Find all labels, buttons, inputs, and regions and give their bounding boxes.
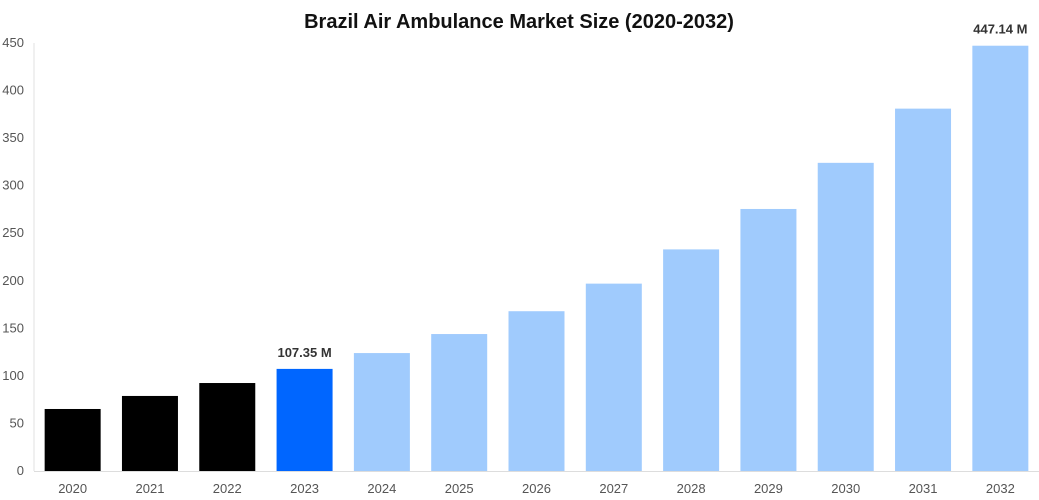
x-tick-label: 2028 (677, 481, 706, 496)
x-tick-label: 2022 (213, 481, 242, 496)
data-label: 447.14 M (973, 22, 1027, 37)
bar-2024 (353, 353, 410, 471)
x-tick-label: 2024 (367, 481, 396, 496)
x-tick-label: 2020 (58, 481, 87, 496)
x-tick-label: 2029 (754, 481, 783, 496)
y-tick-label: 200 (2, 273, 24, 288)
x-tick-label: 2031 (909, 481, 938, 496)
bar-2023 (276, 368, 333, 471)
x-tick-label: 2027 (599, 481, 628, 496)
bar-2029 (740, 208, 797, 472)
bar-2032 (972, 45, 1029, 471)
x-tick-label: 2030 (831, 481, 860, 496)
x-tick-label: 2025 (445, 481, 474, 496)
bar-2031 (895, 108, 952, 472)
bar-2021 (121, 395, 178, 471)
data-label: 107.35 M (277, 345, 331, 360)
y-tick-label: 100 (2, 368, 24, 383)
y-tick-label: 150 (2, 320, 24, 335)
y-tick-label: 250 (2, 225, 24, 240)
bar-2025 (431, 334, 488, 471)
bar-2030 (817, 162, 874, 471)
y-tick-label: 50 (10, 415, 24, 430)
y-tick-label: 350 (2, 130, 24, 145)
bar-2027 (585, 283, 642, 471)
y-tick-label: 450 (2, 35, 24, 50)
chart-title: Brazil Air Ambulance Market Size (2020-2… (304, 11, 734, 33)
bar-2020 (44, 408, 101, 471)
x-tick-label: 2023 (290, 481, 319, 496)
x-tick-label: 2026 (522, 481, 551, 496)
y-tick-label: 0 (17, 463, 24, 478)
x-tick-label: 2021 (136, 481, 165, 496)
bar-2022 (199, 383, 256, 471)
bar-2026 (508, 311, 565, 471)
bar-2028 (663, 249, 720, 471)
y-tick-label: 400 (2, 83, 24, 98)
x-tick-label: 2032 (986, 481, 1015, 496)
y-tick-label: 300 (2, 178, 24, 193)
